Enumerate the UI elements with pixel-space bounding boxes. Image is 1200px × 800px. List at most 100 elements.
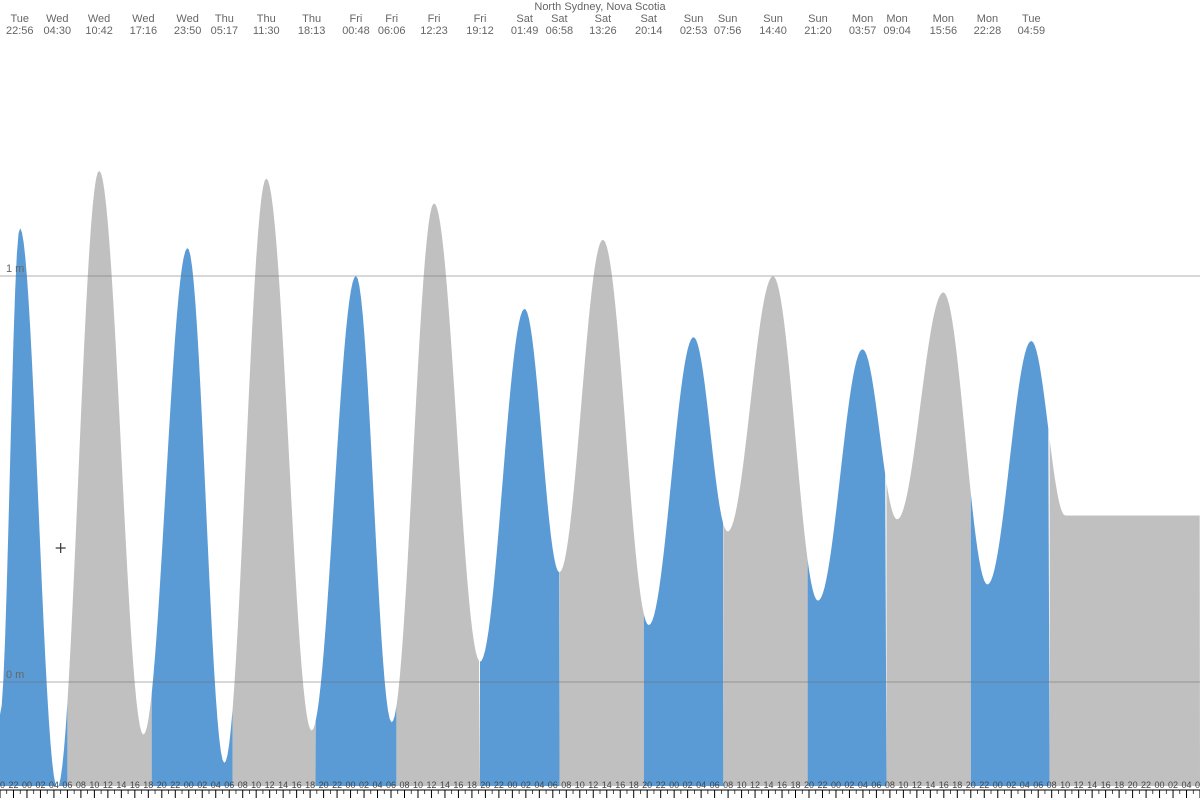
x-hour-label: 12 (265, 780, 275, 790)
tide-label-day: Wed (176, 13, 198, 25)
x-hour-label: 14 (440, 780, 450, 790)
x-hour-label: 16 (1101, 780, 1111, 790)
x-hour-label: 12 (103, 780, 113, 790)
tide-band (723, 276, 807, 786)
x-hour-label: 00 (669, 780, 679, 790)
x-hour-label: 10 (737, 780, 747, 790)
tide-label-time: 20:14 (635, 25, 663, 37)
x-hour-label: 14 (278, 780, 288, 790)
tide-label-day: Thu (215, 13, 234, 25)
x-hour-label: 14 (1087, 780, 1097, 790)
tide-band (152, 248, 233, 786)
x-hour-label: 00 (831, 780, 841, 790)
tide-label-time: 22:56 (6, 25, 34, 37)
x-hour-label: 00 (1155, 780, 1165, 790)
x-hour-label: 00 (184, 780, 194, 790)
x-hour-label: 12 (912, 780, 922, 790)
tide-label-time: 05:17 (211, 25, 239, 37)
x-hour-label: 14 (925, 780, 935, 790)
tide-label-day: Sat (516, 13, 533, 25)
x-hour-label: 12 (426, 780, 436, 790)
x-hour-label: 16 (615, 780, 625, 790)
tide-label-time: 15:56 (930, 25, 958, 37)
x-hour-label: 18 (952, 780, 962, 790)
x-hour-label: 20 (480, 780, 490, 790)
x-hour-label: 12 (588, 780, 598, 790)
tide-band (67, 171, 151, 786)
tide-label-time: 19:12 (466, 25, 494, 37)
tide-label-time: 01:49 (511, 25, 539, 37)
x-hour-label: 22 (170, 780, 180, 790)
tide-label-time: 06:06 (378, 25, 406, 37)
x-hour-label: 04 (373, 780, 383, 790)
x-hour-label: 12 (750, 780, 760, 790)
x-hour-label: 02 (1006, 780, 1016, 790)
x-hour-label: 02 (844, 780, 854, 790)
x-hour-label: 00 (22, 780, 32, 790)
x-hour-label: 06 (710, 780, 720, 790)
x-hour-label: 10 (89, 780, 99, 790)
cross-marker (56, 543, 66, 553)
x-hour-label: 08 (561, 780, 571, 790)
x-hour-label: 10 (898, 780, 908, 790)
tide-label-time: 14:40 (759, 25, 787, 37)
tide-label-day: Fri (474, 13, 487, 25)
x-hour-label: 20 (157, 780, 167, 790)
x-hour-label: 22 (494, 780, 504, 790)
tide-label-time: 22:28 (974, 25, 1002, 37)
x-hour-label: 04 (1182, 780, 1192, 790)
x-hour-label: 22 (979, 780, 989, 790)
x-axis-ticks (0, 790, 1200, 798)
x-hour-label: 06 (62, 780, 72, 790)
x-hour-label: 04 (211, 780, 221, 790)
x-hour-label: 20 (642, 780, 652, 790)
x-hour-label: 16 (777, 780, 787, 790)
tide-label-day: Wed (132, 13, 154, 25)
x-hour-label: 18 (305, 780, 315, 790)
tide-label-time: 17:16 (130, 25, 158, 37)
x-hour-label: 06 (386, 780, 396, 790)
x-hour-label: 18 (1114, 780, 1124, 790)
tide-label-day: Tue (10, 13, 29, 25)
tide-band (396, 204, 480, 786)
top-tide-labels: Tue22:56Wed04:30Wed10:42Wed17:16Wed23:50… (6, 13, 1045, 37)
x-hour-label: 14 (764, 780, 774, 790)
tide-chart: North Sydney, Nova Scotia Tue22:56Wed04:… (0, 0, 1200, 800)
y-axis-label: 0 m (6, 669, 24, 681)
x-hour-label: 06 (548, 780, 558, 790)
x-hour-label: 18 (629, 780, 639, 790)
x-hour-label: 00 (346, 780, 356, 790)
tide-label-time: 03:57 (849, 25, 877, 37)
x-hour-label: 04 (534, 780, 544, 790)
x-hour-label: 14 (116, 780, 126, 790)
x-hour-label: 08 (238, 780, 248, 790)
tide-label-day: Mon (852, 13, 873, 25)
tide-label-time: 18:13 (298, 25, 326, 37)
x-hour-label: 22 (332, 780, 342, 790)
tide-label-day: Sun (763, 13, 783, 25)
x-hour-label: 02 (359, 780, 369, 790)
x-hour-label: 20 (319, 780, 329, 790)
x-hour-label: 22 (817, 780, 827, 790)
tide-label-time: 12:23 (420, 25, 448, 37)
x-hour-label: 00 (507, 780, 517, 790)
tide-chart-svg: North Sydney, Nova Scotia Tue22:56Wed04:… (0, 0, 1200, 800)
tide-label-time: 04:59 (1018, 25, 1046, 37)
tide-label-time: 10:42 (85, 25, 113, 37)
tide-label-day: Sun (684, 13, 704, 25)
x-hour-label: 04 (696, 780, 706, 790)
x-hour-label: 20 (804, 780, 814, 790)
x-hour-label: 20 (0, 780, 5, 790)
tide-label-day: Sat (595, 13, 612, 25)
tide-label-time: 07:56 (714, 25, 742, 37)
x-hour-label: 08 (1047, 780, 1057, 790)
tide-label-time: 23:50 (174, 25, 202, 37)
tide-label-day: Thu (257, 13, 276, 25)
tide-band (316, 276, 397, 786)
tide-label-time: 09:04 (883, 25, 911, 37)
tide-label-time: 13:26 (589, 25, 617, 37)
tide-label-time: 21:20 (804, 25, 832, 37)
x-hour-label: 00 (993, 780, 1003, 790)
x-hour-label: 16 (292, 780, 302, 790)
x-hour-label: 02 (1168, 780, 1178, 790)
